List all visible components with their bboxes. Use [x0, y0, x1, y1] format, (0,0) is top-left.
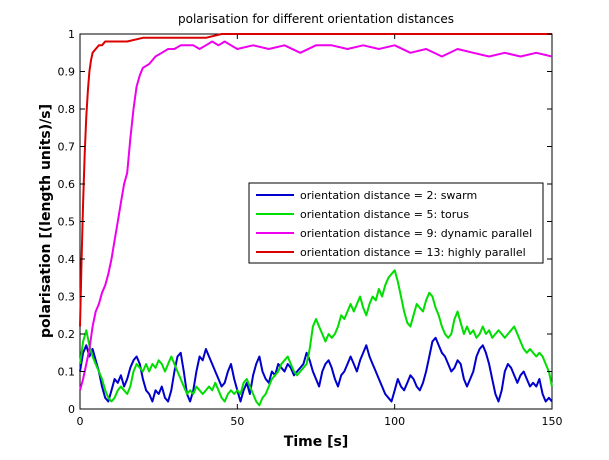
legend-label-2: orientation distance = 9: dynamic parall…: [300, 227, 532, 240]
y-tick-label-9: 0.9: [58, 66, 76, 79]
x-tick-label-2: 100: [384, 415, 405, 428]
y-tick-label-3: 0.3: [58, 291, 76, 304]
legend-box: [248, 182, 544, 264]
y-axis-label: polarisation [(length units)/s]: [38, 104, 54, 338]
legend-label-1: orientation distance = 5: torus: [300, 208, 469, 221]
legend-entries: orientation distance = 2: swarm orientati…: [256, 189, 532, 259]
chart-title: polarisation for different orientation d…: [178, 12, 454, 26]
y-tick-label-8: 0.8: [58, 103, 76, 116]
y-tick-label-4: 0.4: [58, 253, 76, 266]
y-tick-label-10: 1: [68, 28, 75, 41]
y-tick-label-7: 0.7: [58, 141, 76, 154]
legend: orientation distance = 2: swarm orientati…: [248, 182, 544, 264]
legend-label-0: orientation distance = 2: swarm: [300, 189, 477, 202]
tick-layer: 0 50 100 150 0 0.1 0.2 0.3 0.4 0.5 0.6 0.7 0.8 0.9 1: [58, 28, 563, 428]
series-line-0: [79, 336, 553, 403]
y-tick-label-6: 0.6: [58, 178, 76, 191]
series-line-3: [79, 33, 552, 327]
x-tick-label-3: 150: [542, 415, 563, 428]
legend-label-3: orientation distance = 13: highly parall…: [300, 246, 526, 259]
series-line-1: [79, 269, 553, 407]
x-axis-label: Time [s]: [284, 434, 348, 450]
x-tick-label-0: 0: [77, 415, 84, 428]
series-layer: [79, 33, 553, 407]
x-tick-label-1: 50: [230, 415, 244, 428]
y-tick-label-1: 0.1: [58, 366, 76, 379]
y-tick-label-5: 0.5: [58, 216, 76, 229]
y-tick-label-2: 0.2: [58, 328, 76, 341]
series-line-2: [79, 40, 553, 391]
y-tick-label-0: 0: [68, 403, 75, 416]
